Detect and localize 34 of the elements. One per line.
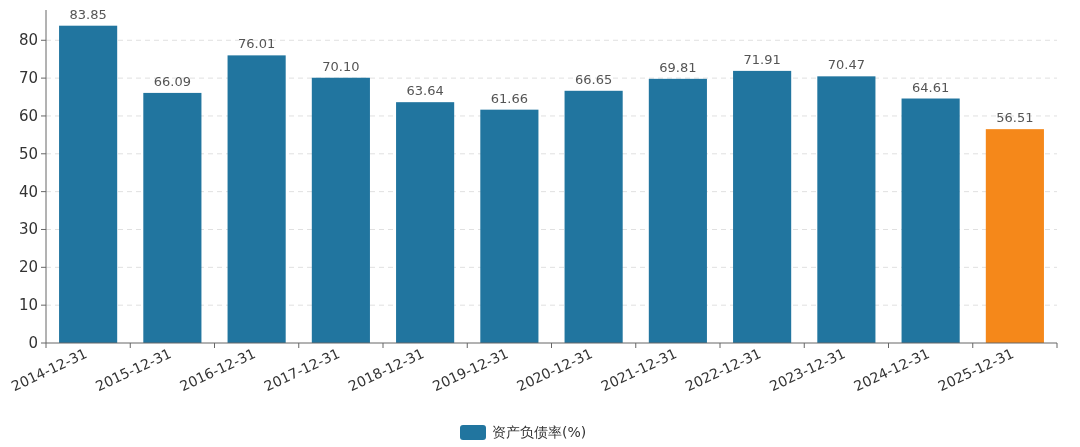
data-label: 56.51 [996,110,1034,126]
data-label: 69.81 [659,59,697,75]
y-tick-label: 50 [18,144,38,163]
data-label: 66.09 [153,73,191,89]
y-tick-label: 70 [18,69,38,88]
bar [648,78,707,343]
bar [733,70,792,343]
bar [227,55,286,343]
data-label: 61.66 [490,90,528,106]
legend-label: 资产负债率(%) [492,424,587,440]
y-tick-label: 0 [28,334,38,352]
bar [396,102,455,343]
bar [901,98,960,343]
y-tick-label: 60 [18,106,38,125]
y-tick-label: 10 [18,296,38,315]
data-label: 64.61 [912,79,950,95]
data-label: 76.01 [238,36,276,52]
y-tick-label: 40 [18,182,38,201]
bar [985,129,1044,343]
bar [480,109,539,343]
y-tick-label: 20 [18,258,38,277]
bar [311,77,370,343]
bar [564,90,623,343]
data-label: 63.64 [406,83,444,99]
y-tick-label: 30 [18,220,38,239]
bar [143,92,202,343]
data-label: 83.85 [69,6,107,22]
data-label: 70.47 [827,57,865,73]
data-label: 70.10 [322,58,360,74]
bar [59,25,118,343]
bar [817,76,876,343]
data-label: 66.65 [575,71,613,87]
data-label: 71.91 [743,51,781,67]
y-tick-label: 80 [18,31,38,50]
